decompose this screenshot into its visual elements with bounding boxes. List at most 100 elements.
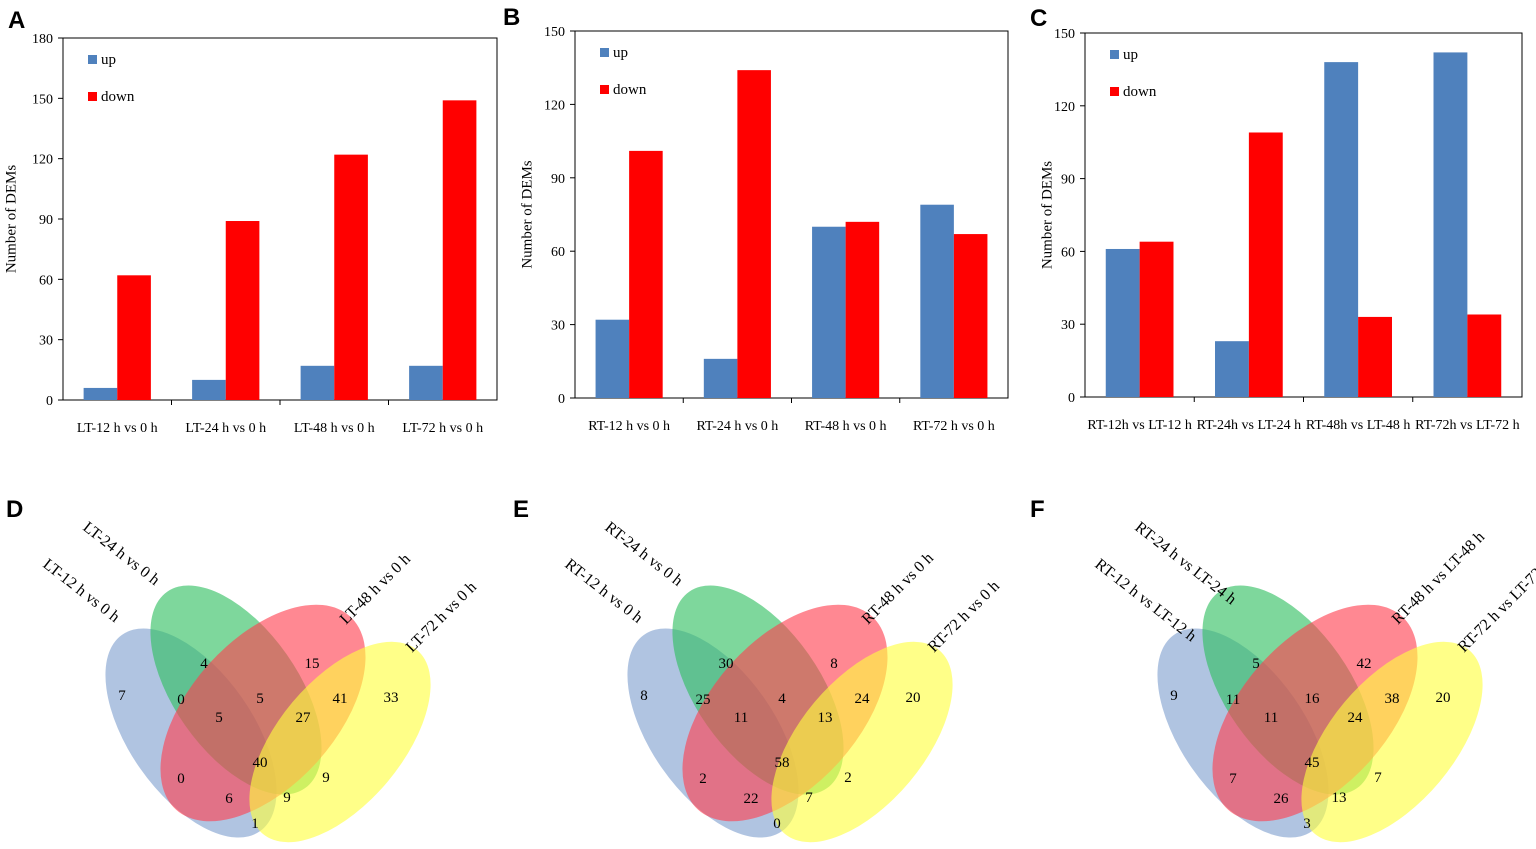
venn-region-12: 0 [177,692,185,708]
x-tick-label: RT-48h vs LT-48 h [1306,418,1411,433]
venn-region-23: 4 [778,691,786,707]
bar-down-2 [225,221,260,400]
venn-region-3: 15 [305,656,320,672]
legend-label-up: up [1123,47,1138,63]
legend-label-up: up [613,45,628,61]
bar-down-4 [953,234,988,398]
venn-set-label-3: RT-48 h vs LT-48 h [1389,528,1488,627]
venn-set-4 [1301,641,1483,843]
bar-chart-C: C 0 30 60 90 120 150 Number of DEMs RT-12h vs LT… [1030,5,1523,433]
x-tick-label: LT-48 h vs 0 h [294,421,375,436]
venn-region-123: 11 [734,710,748,726]
x-tick-label: RT-24 h vs 0 h [696,419,778,434]
bar-up-3 [300,365,335,400]
venn-set-label-2: RT-24 h vs 0 h [602,519,686,590]
bar-down-2 [1248,132,1283,397]
bar-down-3 [1358,316,1392,397]
y-axis-title: Number of DEMs [1039,161,1055,269]
y-tick-label: 120 [544,98,565,113]
y-tick-label: 90 [39,213,53,228]
panel-label-E: E [513,496,529,523]
venn-diagram-D: D LT-12 h vs 0 hLT-24 h vs 0 h LT-48 h vs … [6,496,480,843]
y-tick-label: 30 [39,334,53,349]
venn-region-12: 25 [696,692,711,708]
bar-up-1 [595,319,630,398]
bar-up-2 [1215,341,1249,397]
y-tick-label: 150 [1054,27,1075,42]
venn-region-234: 13 [818,710,833,726]
legend-label-down: down [101,89,135,105]
venn-region-3: 42 [1357,656,1372,672]
venn-region-1234: 40 [253,755,268,771]
y-tick-label: 150 [32,92,53,107]
y-tick-label: 60 [39,273,53,288]
y-tick-label: 180 [32,32,53,47]
x-tick-label: RT-24h vs LT-24 h [1197,418,1302,433]
venn-region-134: 22 [744,791,759,807]
x-tick-label: RT-48 h vs 0 h [805,419,887,434]
panel-label-F: F [1030,496,1045,523]
legend-swatch-up [88,55,97,64]
venn-region-124: 9 [283,790,291,806]
bar-down-1 [629,150,663,398]
legend-label-down: down [613,82,647,98]
legend-swatch-down [88,92,97,101]
venn-set-label-4: RT-72 h vs LT-72 h [1455,556,1536,655]
venn-set-label-3: RT-48 h vs 0 h [859,550,937,628]
y-tick-label: 0 [46,394,53,409]
bar-up-4 [920,204,954,398]
venn-region-13: 2 [699,771,707,787]
venn-region-23: 16 [1305,691,1321,707]
legend-swatch-up [600,48,609,57]
panel-label-A: A [8,7,25,34]
y-tick-label: 0 [1068,391,1075,406]
y-tick-label: 30 [551,319,565,334]
venn-region-24: 7 [1374,770,1382,786]
x-tick-label: LT-24 h vs 0 h [185,421,266,436]
y-tick-label: 30 [1061,318,1075,333]
venn-region-14: 0 [773,816,781,832]
bar-down-3 [334,154,368,400]
bar-down-4 [1467,314,1502,397]
y-tick-label: 60 [551,245,565,260]
x-tick-label: LT-72 h vs 0 h [402,421,483,436]
venn-region-13: 7 [1229,771,1237,787]
bar-down-1 [117,275,151,400]
y-tick-label: 90 [1061,173,1075,188]
y-tick-label: 150 [544,25,565,40]
venn-region-2: 30 [719,656,734,672]
venn-set-label-1: LT-12 h vs 0 h [40,556,123,626]
venn-region-124: 13 [1332,790,1347,806]
venn-set-3 [1212,604,1418,822]
venn-region-234: 24 [1348,710,1364,726]
venn-region-1234: 58 [775,755,790,771]
venn-region-14: 1 [251,816,259,832]
venn-diagram-E: E RT-12 h vs 0 hRT-24 h vs 0 h RT-48 h vs … [513,496,1003,843]
venn-region-12: 11 [1226,692,1240,708]
bar-chart-B: B 0 30 60 90 120 150 Number of DEMs RT-12 h vs 0… [503,4,1009,434]
venn-region-123: 5 [215,710,223,726]
bar-down-4 [442,100,477,400]
bar-up-1 [1105,248,1140,397]
panel-label-C: C [1030,5,1047,32]
venn-region-134: 26 [1274,791,1290,807]
venn-set-label-4: LT-72 h vs 0 h [403,579,480,656]
x-tick-label: RT-12h vs LT-12 h [1087,418,1192,433]
bar-up-1 [83,387,118,400]
y-tick-label: 120 [1054,100,1075,115]
venn-region-24: 2 [844,770,852,786]
y-axis-title: Number of DEMs [3,165,19,273]
venn-set-4 [771,641,953,843]
legend-label-down: down [1123,84,1157,100]
venn-region-123: 11 [1264,710,1278,726]
y-axis-title: Number of DEMs [519,160,535,268]
legend-label-up: up [101,52,116,68]
venn-region-134: 6 [225,791,233,807]
venn-region-1234: 45 [1305,755,1320,771]
venn-region-124: 7 [805,790,813,806]
legend-swatch-up [1110,50,1119,59]
venn-set-3 [160,604,366,822]
venn-region-34: 24 [855,691,871,707]
venn-region-1: 8 [640,688,648,704]
